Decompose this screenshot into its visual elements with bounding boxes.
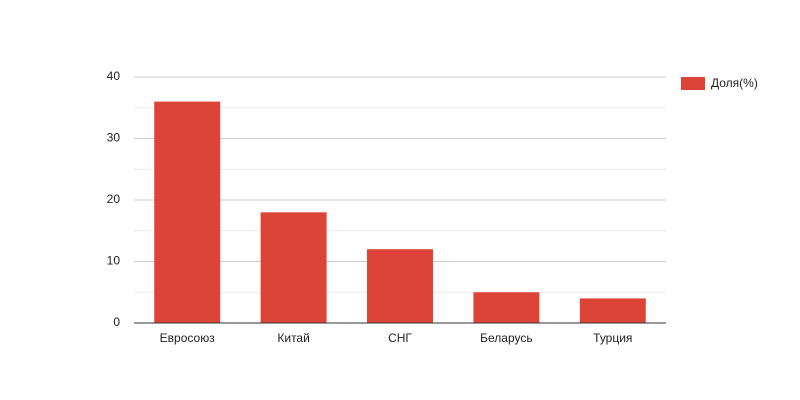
bar (367, 249, 433, 323)
y-tick-label: 10 (107, 254, 121, 268)
bar (473, 292, 540, 323)
x-tick-label: Евросоюз (160, 331, 216, 345)
y-tick-label: 30 (107, 131, 121, 145)
y-tick-label: 40 (107, 69, 121, 83)
x-tick-label: Турция (593, 331, 632, 345)
legend-swatch (681, 77, 705, 90)
bar (579, 298, 646, 323)
y-tick-label: 20 (107, 192, 121, 206)
x-tick-label: Беларусь (480, 331, 532, 345)
x-tick-label: Китай (277, 331, 309, 345)
bar (260, 212, 327, 323)
legend-label: Доля(%) (711, 76, 758, 90)
y-tick-label: 0 (113, 315, 120, 329)
x-tick-label: СНГ (388, 331, 412, 345)
bar (154, 101, 221, 323)
